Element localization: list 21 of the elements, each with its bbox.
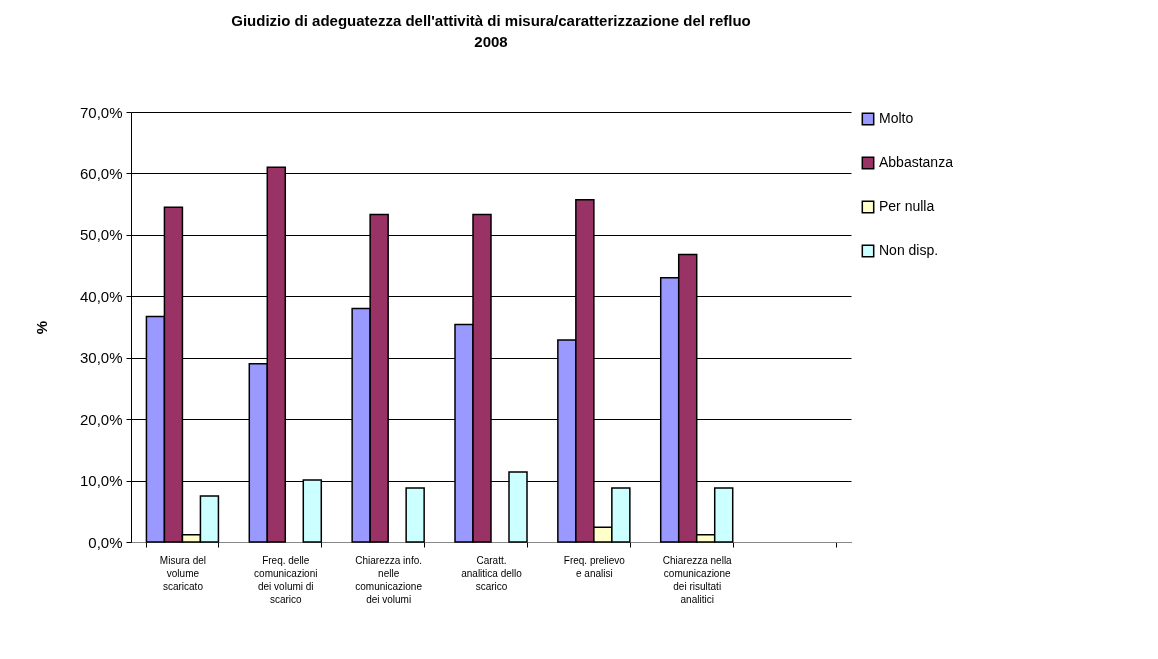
y-tick-label: 70,0%: [79, 103, 123, 121]
x-tick-label: Freq. prelievo e analisi: [563, 554, 626, 579]
x-tick-label: Misura del volume scaricato: [159, 554, 206, 592]
legend-label: Non disp.: [879, 242, 939, 258]
y-tick-label: 10,0%: [79, 472, 123, 490]
chart-title: Giudizio di adeguatezza dell'attività di misura/caratterizzazione del refluo: [231, 12, 751, 29]
y-tick-label: 30,0%: [79, 349, 123, 367]
x-tick-label: Chiarezza info. nelle comunicazione dei volumi: [355, 554, 423, 605]
chart-subtitle: 2008: [474, 33, 508, 50]
x-tick-label: Chiarezza nella comunicazione dei risultati analitici: [662, 554, 733, 605]
x-tick-label: Caratt. analitica dello scarico: [461, 554, 523, 592]
y-tick-label: 20,0%: [79, 410, 123, 428]
x-tick-label: Freq. delle comunicazioni dei volumi di scarico: [254, 554, 318, 605]
y-axis-title: %: [32, 320, 50, 335]
legend-label: Per nulla: [879, 198, 935, 214]
y-tick-label: 40,0%: [79, 287, 123, 305]
legend-label: Abbastanza: [879, 154, 954, 170]
y-tick-label: 50,0%: [79, 226, 123, 244]
y-tick-label: 60,0%: [79, 164, 123, 182]
legend-label: Molto: [879, 110, 914, 126]
y-tick-label: 0,0%: [88, 533, 123, 551]
